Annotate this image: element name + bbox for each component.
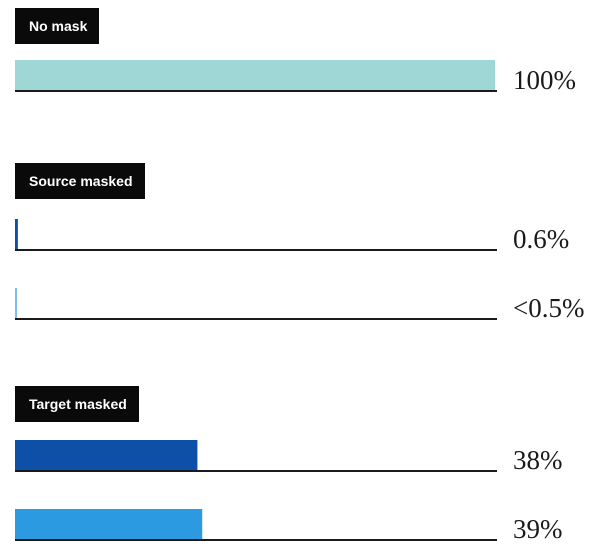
group-label-target-masked: Target masked	[15, 386, 139, 422]
bar-2-0	[15, 440, 198, 471]
bar-1-0	[15, 219, 18, 250]
group-label-no-mask: No mask	[15, 8, 100, 44]
bar-1-1	[15, 288, 17, 319]
bar-0-0	[15, 60, 495, 91]
group-label-source-masked: Source masked	[15, 163, 145, 199]
bar-2-1	[15, 509, 203, 540]
value-label-2-1: 39%	[513, 514, 563, 544]
value-label-1-1: <0.5%	[513, 293, 584, 323]
value-label-0-0: 100%	[513, 65, 576, 95]
value-label-1-0: 0.6%	[513, 224, 569, 254]
value-label-2-0: 38%	[513, 445, 563, 475]
